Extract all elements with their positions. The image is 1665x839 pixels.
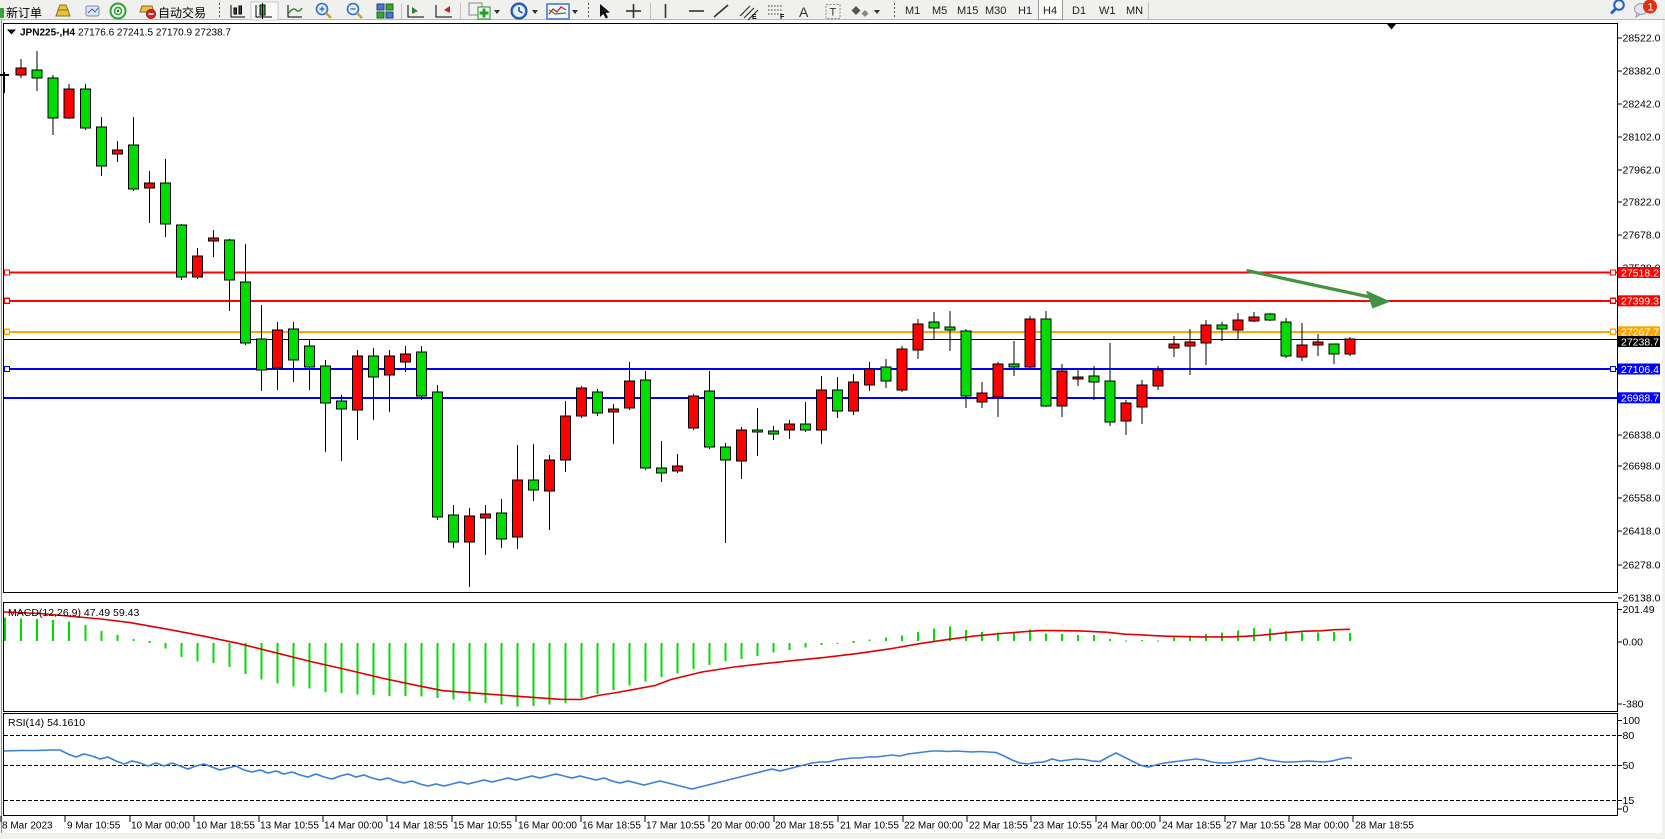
- svg-text:RSI(14) 54.1610: RSI(14) 54.1610: [8, 717, 85, 729]
- svg-text:27267.7: 27267.7: [1621, 327, 1659, 339]
- svg-text:15 Mar 10:55: 15 Mar 10:55: [453, 821, 512, 832]
- svg-text:13 Mar 10:55: 13 Mar 10:55: [260, 821, 319, 832]
- svg-text:14 Mar 18:55: 14 Mar 18:55: [389, 821, 448, 832]
- svg-text:10 Mar 00:00: 10 Mar 00:00: [131, 821, 190, 832]
- svg-text:22 Mar 00:00: 22 Mar 00:00: [904, 821, 963, 832]
- svg-text:24 Mar 00:00: 24 Mar 00:00: [1097, 821, 1156, 832]
- svg-text:A: A: [799, 4, 809, 20]
- svg-text:28 Mar 18:55: 28 Mar 18:55: [1355, 821, 1414, 832]
- svg-text:28382.0: 28382.0: [1623, 66, 1661, 78]
- svg-text:10 Mar 18:55: 10 Mar 18:55: [196, 821, 255, 832]
- svg-text:28242.0: 28242.0: [1623, 99, 1661, 111]
- svg-text:27822.0: 27822.0: [1623, 197, 1661, 209]
- svg-text:F: F: [780, 14, 785, 21]
- svg-text:26278.0: 26278.0: [1623, 560, 1661, 572]
- svg-text:26418.0: 26418.0: [1623, 526, 1661, 538]
- svg-text:27399.3: 27399.3: [1621, 296, 1659, 308]
- svg-text:27962.0: 27962.0: [1623, 165, 1661, 177]
- svg-text:26838.0: 26838.0: [1623, 430, 1661, 442]
- svg-text:0: 0: [1623, 804, 1629, 816]
- svg-text:28522.0: 28522.0: [1623, 33, 1661, 45]
- svg-text:26698.0: 26698.0: [1623, 461, 1661, 473]
- svg-text:E: E: [752, 14, 757, 21]
- svg-text:24 Mar 18:55: 24 Mar 18:55: [1162, 821, 1221, 832]
- svg-text:80: 80: [1623, 730, 1635, 742]
- svg-text:15: 15: [1623, 795, 1635, 807]
- svg-text:50: 50: [1623, 760, 1635, 772]
- svg-text:201.49: 201.49: [1623, 604, 1655, 616]
- svg-text:20 Mar 00:00: 20 Mar 00:00: [711, 821, 770, 832]
- svg-text:9 Mar 10:55: 9 Mar 10:55: [67, 821, 121, 832]
- svg-text:26988.7: 26988.7: [1621, 393, 1659, 405]
- svg-text:T: T: [830, 7, 837, 19]
- svg-text:-380: -380: [1623, 699, 1644, 711]
- svg-text:1: 1: [1648, 2, 1654, 14]
- svg-text:27106.4: 27106.4: [1621, 364, 1659, 376]
- svg-text:28102.0: 28102.0: [1623, 132, 1661, 144]
- svg-text:16 Mar 18:55: 16 Mar 18:55: [582, 821, 641, 832]
- svg-text:MACD(12,26,9) 47.49 59.43: MACD(12,26,9) 47.49 59.43: [8, 607, 139, 619]
- svg-text:27176.6 27241.5 27170.9 27238.: 27176.6 27241.5 27170.9 27238.7: [78, 27, 231, 38]
- svg-text:20 Mar 18:55: 20 Mar 18:55: [775, 821, 834, 832]
- svg-text:17 Mar 10:55: 17 Mar 10:55: [646, 821, 705, 832]
- svg-text:21 Mar 10:55: 21 Mar 10:55: [840, 821, 899, 832]
- svg-text:14 Mar 00:00: 14 Mar 00:00: [324, 821, 383, 832]
- svg-text:8 Mar 2023: 8 Mar 2023: [2, 821, 53, 832]
- svg-text:26138.0: 26138.0: [1623, 593, 1661, 605]
- svg-text:26558.0: 26558.0: [1623, 493, 1661, 505]
- svg-text:27518.2: 27518.2: [1621, 267, 1659, 279]
- svg-text:27 Mar 10:55: 27 Mar 10:55: [1226, 821, 1285, 832]
- svg-text:JPN225-,H4: JPN225-,H4: [20, 27, 75, 38]
- svg-text:27238.7: 27238.7: [1621, 336, 1659, 348]
- svg-text:23 Mar 10:55: 23 Mar 10:55: [1033, 821, 1092, 832]
- svg-text:22 Mar 18:55: 22 Mar 18:55: [969, 821, 1028, 832]
- svg-text:27678.0: 27678.0: [1623, 230, 1661, 242]
- svg-text:16 Mar 00:00: 16 Mar 00:00: [518, 821, 577, 832]
- svg-text:28 Mar 00:00: 28 Mar 00:00: [1290, 821, 1349, 832]
- svg-text:100: 100: [1623, 715, 1641, 727]
- svg-text:0.00: 0.00: [1623, 637, 1644, 649]
